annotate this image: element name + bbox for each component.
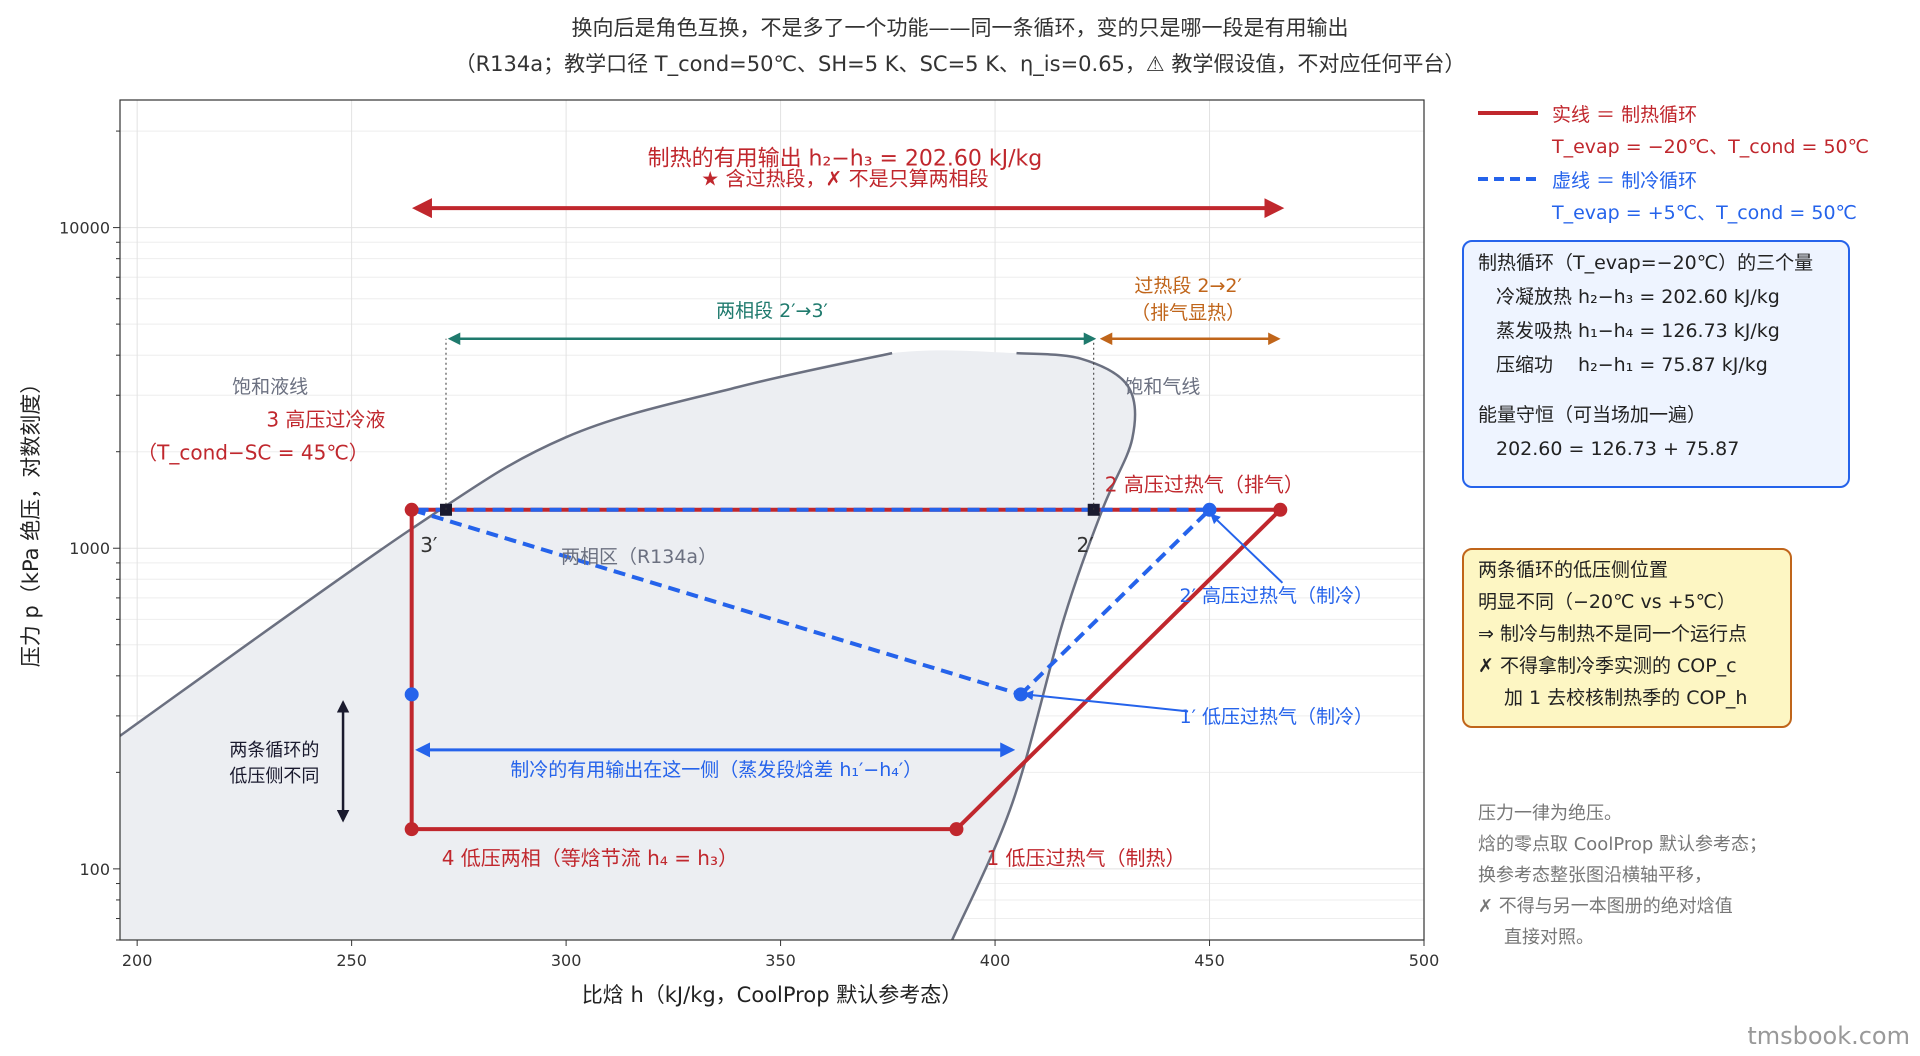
- x-tick-label: 500: [1409, 951, 1440, 970]
- quantities-line1: 冷凝放热 h₂−h₃ = 202.60 kJ/kg: [1496, 286, 1780, 308]
- chart-title: 换向后是角色互换，不是多了一个功能——同一条循环，变的只是哪一段是有用输出: [571, 16, 1349, 40]
- point-4-label: 4 低压两相（等焓节流 h₄ = h₃）: [442, 846, 738, 870]
- heating-output-label: 制热的有用输出 h₂−h₃ = 202.60 kJ/kg: [648, 147, 1043, 172]
- callout-arrow-c1: [1023, 690, 1189, 713]
- y-tick-label: 100: [79, 860, 110, 879]
- x-tick-label: 400: [980, 951, 1011, 970]
- note-line1: 压力一律为绝压。: [1478, 803, 1622, 824]
- sat-liquid-label: 饱和液线: [232, 376, 308, 398]
- state-point-p3: [404, 502, 419, 517]
- quantities-line3: 压缩功 h₂−h₁ = 75.87 kJ/kg: [1496, 354, 1768, 376]
- x-axis-label: 比焓 h（kJ/kg，CoolProp 默认参考态）: [582, 983, 962, 1007]
- lowside-line3: ⇒ 制冷与制热不是同一个运行点: [1478, 623, 1747, 645]
- heating-output-sublabel: ★ 含过热段，✗ 不是只算两相段: [701, 167, 988, 191]
- y-tick-label: 1000: [69, 539, 110, 558]
- low-side-diff-label-1: 两条循环的: [229, 740, 319, 761]
- chart-subtitle: （R134a；教学口径 T_cond=50℃、SH=5 K、SC=5 K、η_i…: [454, 52, 1466, 76]
- state-point-p2: [1273, 502, 1288, 517]
- point-c1-label: 1′ 低压过热气（制冷）: [1180, 706, 1373, 728]
- legend-solid-swatch: [1478, 111, 1538, 115]
- two-phase-label: 两相段 2′→3′: [716, 300, 828, 322]
- legend-solid-detail: T_evap = −20℃、T_cond = 50℃: [1552, 136, 1869, 158]
- x-tick-label: 350: [765, 951, 796, 970]
- note-line5: 直接对照。: [1504, 927, 1594, 948]
- point-c2-label: 2′ 高压过热气（制冷）: [1180, 585, 1373, 607]
- saturated-liquid-line: [120, 351, 893, 737]
- note-line4: ✗ 不得与另一本图册的绝对焓值: [1478, 896, 1733, 917]
- quantities-line4: 能量守恒（可当场加一遍）: [1478, 404, 1707, 426]
- point-2p-label: 2′: [1076, 533, 1094, 557]
- state-point-c2: [1202, 502, 1217, 517]
- sat-vapor-label: 饱和气线: [1124, 376, 1200, 398]
- legend-dashed-label: 虚线 ＝ 制冷循环: [1552, 170, 1698, 192]
- note-line2: 焓的零点取 CoolProp 默认参考态；: [1478, 834, 1768, 855]
- state-point-p1: [949, 822, 964, 837]
- lowside-box: 两条循环的低压侧位置 明显不同（−20℃ vs +5℃） ⇒ 制冷与制热不是同一…: [1462, 548, 1792, 728]
- watermark: tmsbook.com: [1747, 1022, 1910, 1050]
- state-point-c4: [404, 687, 419, 702]
- x-tick-label: 450: [1194, 951, 1225, 970]
- point-1-label: 1 低压过热气（制热）: [986, 846, 1185, 870]
- lowside-line5: 加 1 去校核制热季的 COP_h: [1504, 687, 1748, 709]
- point-3-sublabel: （T_cond−SC = 45℃）: [137, 440, 369, 464]
- x-tick-label: 200: [122, 951, 153, 970]
- lowside-line2: 明显不同（−20℃ vs +5℃）: [1478, 591, 1737, 613]
- superheat-sublabel: （排气显热）: [1131, 302, 1245, 324]
- lowside-line4: ✗ 不得拿制冷季实测的 COP_c: [1478, 655, 1737, 677]
- callout-arrow-c2: [1210, 513, 1284, 584]
- cooling-output-label: 制冷的有用输出在这一侧（蒸发段焓差 h₁′−h₄′）: [510, 759, 922, 781]
- two-phase-region-fill: [120, 350, 1136, 940]
- point-2-label: 2 高压过热气（排气）: [1105, 472, 1304, 496]
- quantities-line2: 蒸发吸热 h₁−h₄ = 126.73 kJ/kg: [1496, 320, 1780, 342]
- x-tick-label: 250: [336, 951, 367, 970]
- lowside-line1: 两条循环的低压侧位置: [1478, 559, 1669, 581]
- state-point-p4: [404, 822, 419, 837]
- y-axis-label: 压力 p（kPa 绝压，对数刻度）: [19, 373, 43, 667]
- legend-dashed-swatch: [1478, 177, 1538, 181]
- y-tick-label: 10000: [59, 219, 110, 238]
- point-3p-label: 3′: [420, 533, 438, 557]
- quantities-title: 制热循环（T_evap=−20℃）的三个量: [1478, 252, 1814, 274]
- two-phase-region-label: 两相区（R134a）: [561, 546, 717, 568]
- x-tick-label: 300: [551, 951, 582, 970]
- superheat-label: 过热段 2→2′: [1134, 275, 1241, 297]
- quantities-line5: 202.60 = 126.73 + 75.87: [1496, 438, 1740, 460]
- legend-solid-label: 实线 ＝ 制热循环: [1552, 104, 1698, 126]
- quantities-box: 制热循环（T_evap=−20℃）的三个量 冷凝放热 h₂−h₃ = 202.6…: [1462, 240, 1850, 488]
- low-side-diff-label-2: 低压侧不同: [229, 766, 319, 787]
- point-3-label: 3 高压过冷液: [266, 407, 385, 431]
- legend-dashed-detail: T_evap = +5℃、T_cond = 50℃: [1552, 202, 1857, 224]
- note-line3: 换参考态整张图沿横轴平移，: [1478, 865, 1712, 886]
- plot-frame: [119, 99, 1425, 941]
